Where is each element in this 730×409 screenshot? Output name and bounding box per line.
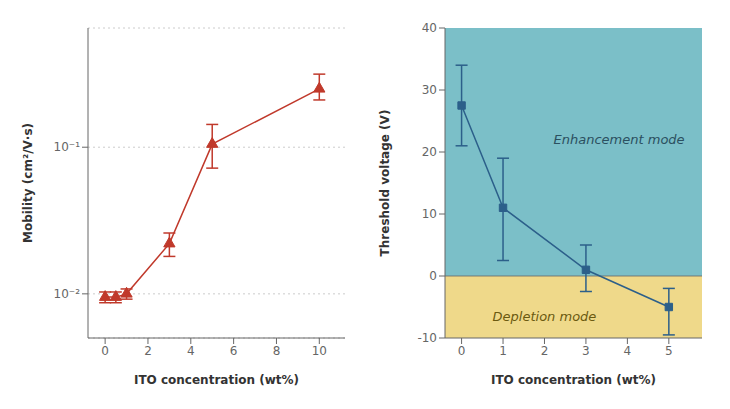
svg-text:-10: -10 <box>417 331 437 345</box>
svg-text:Enhancement mode: Enhancement mode <box>554 132 685 147</box>
svg-text:ITO concentration (wt%): ITO concentration (wt%) <box>491 373 656 387</box>
svg-text:ITO concentration (wt%): ITO concentration (wt%) <box>134 373 299 387</box>
svg-text:20: 20 <box>422 145 437 159</box>
svg-text:6: 6 <box>230 344 238 358</box>
svg-text:4: 4 <box>624 344 632 358</box>
svg-text:0: 0 <box>429 269 437 283</box>
svg-text:Threshold voltage (V): Threshold voltage (V) <box>378 110 392 257</box>
svg-text:2: 2 <box>144 344 152 358</box>
svg-text:30: 30 <box>422 83 437 97</box>
svg-text:3: 3 <box>582 344 590 358</box>
svg-text:0: 0 <box>101 344 109 358</box>
svg-text:1: 1 <box>499 344 507 358</box>
svg-text:0: 0 <box>458 344 466 358</box>
svg-text:Mobility (cm²/V·s): Mobility (cm²/V·s) <box>21 123 35 243</box>
svg-text:10⁻¹: 10⁻¹ <box>54 140 81 154</box>
svg-text:Depletion mode: Depletion mode <box>493 309 597 324</box>
svg-text:10⁻²: 10⁻² <box>54 287 81 301</box>
svg-text:10: 10 <box>422 207 437 221</box>
svg-text:5: 5 <box>665 344 673 358</box>
svg-text:8: 8 <box>273 344 281 358</box>
svg-text:4: 4 <box>187 344 195 358</box>
svg-text:40: 40 <box>422 21 437 35</box>
svg-text:2: 2 <box>541 344 549 358</box>
svg-text:10: 10 <box>312 344 327 358</box>
